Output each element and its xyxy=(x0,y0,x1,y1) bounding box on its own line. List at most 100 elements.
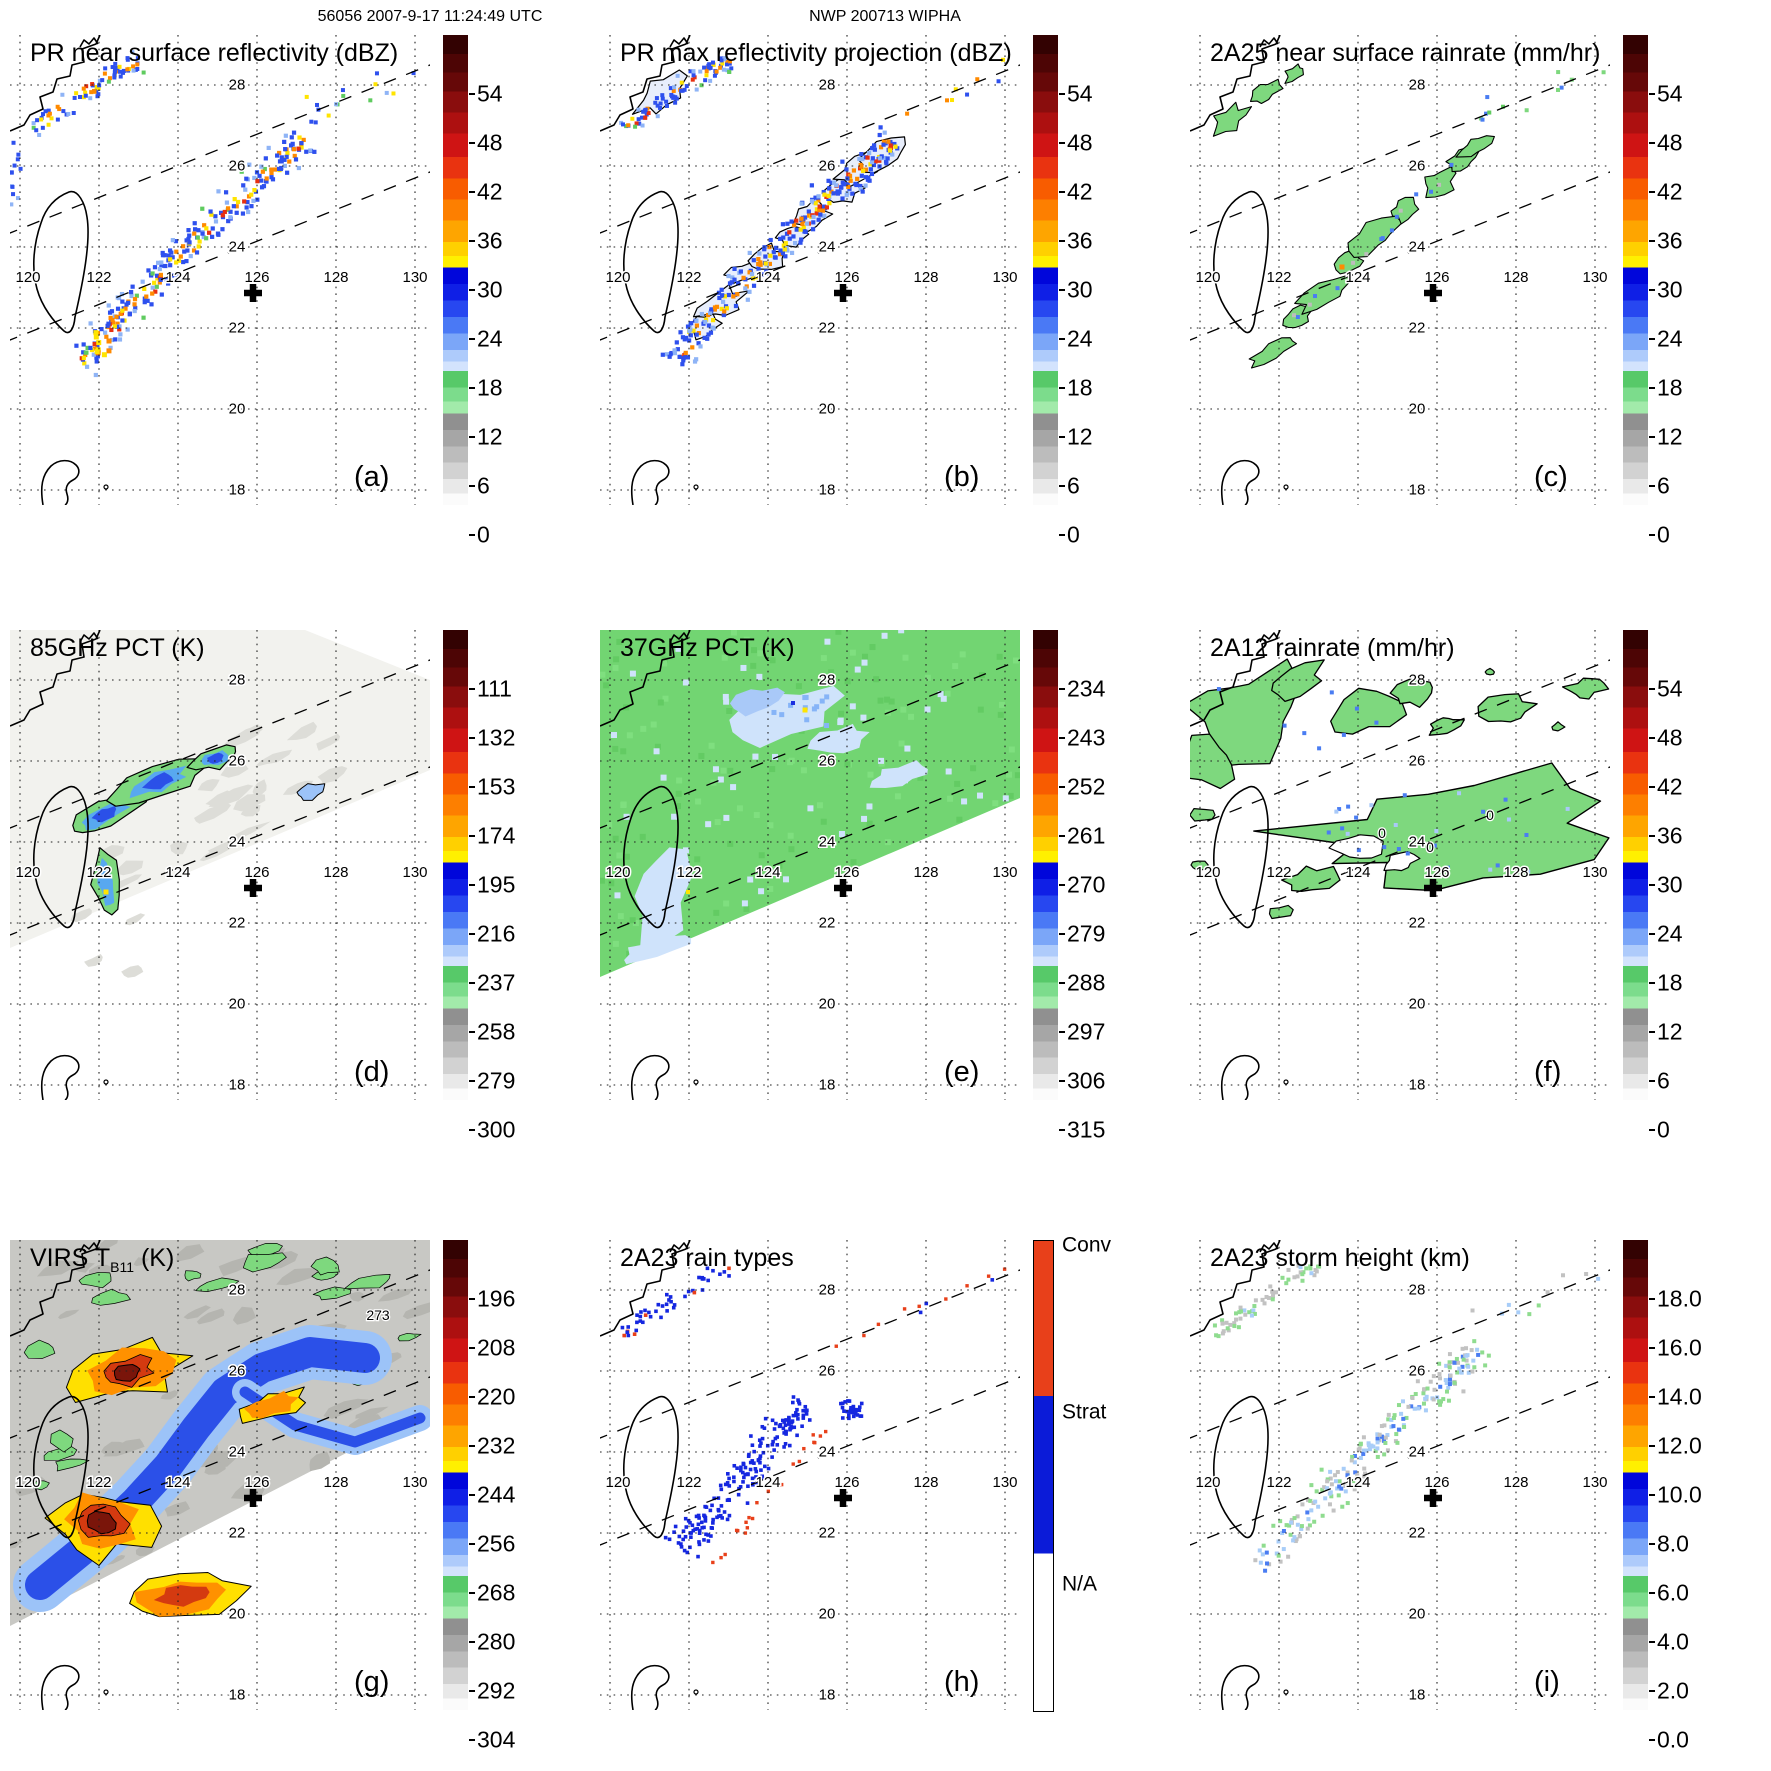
colorbar-tick-label: 18 xyxy=(1657,374,1683,401)
panel-title: 37GHz PCT (K) xyxy=(620,634,795,662)
colorbar-tick xyxy=(469,1640,475,1643)
colorbar-tick-label: 2.0 xyxy=(1657,1677,1689,1704)
panel-letter: (h) xyxy=(944,1666,980,1698)
panel-b: PR max reflectivity projection (dBZ) (b)… xyxy=(600,35,1145,550)
colorbar-tick xyxy=(469,93,475,96)
colorbar-tick-label: 54 xyxy=(477,80,503,107)
panel-letter: (e) xyxy=(944,1056,980,1088)
colorbar-tick xyxy=(1059,533,1065,536)
panel-letter: (i) xyxy=(1534,1666,1560,1698)
colorbar-tick xyxy=(469,737,475,740)
colorbar-tick-label: 6 xyxy=(1657,1067,1670,1094)
colorbar-tick xyxy=(469,1493,475,1496)
colorbar-tick-label: 244 xyxy=(477,1481,516,1508)
colorbar-tick-label: 18 xyxy=(1067,374,1093,401)
colorbar-tick-label: 196 xyxy=(477,1285,516,1312)
colorbar-tick xyxy=(1059,1128,1065,1131)
colorbar-tick-label: 12 xyxy=(1657,423,1683,450)
panel-letter: (g) xyxy=(354,1666,390,1698)
colorbar-tick xyxy=(469,688,475,691)
colorbar-tick xyxy=(1059,386,1065,389)
colorbar-tick xyxy=(469,435,475,438)
colorbar xyxy=(1623,1240,1648,1710)
map-g: 273 xyxy=(10,1240,430,1710)
colorbar-tick-label: 216 xyxy=(477,920,516,947)
colorbar-category-label: Conv xyxy=(1062,1232,1112,1256)
colorbar-tick-label: 24 xyxy=(1657,920,1683,947)
colorbar-tick xyxy=(1649,883,1655,886)
colorbar-tick-label: 132 xyxy=(477,724,516,751)
colorbar-tick-label: 18 xyxy=(477,374,503,401)
colorbar-tick-label: 30 xyxy=(1067,276,1093,303)
colorbar-tick-label: 300 xyxy=(477,1116,516,1143)
colorbar-tick-label: 12.0 xyxy=(1657,1432,1702,1459)
colorbar-tick xyxy=(469,1738,475,1741)
colorbar-tick-label: 24 xyxy=(1657,325,1683,352)
colorbar-tick xyxy=(1059,835,1065,837)
colorbar-tick xyxy=(469,337,475,340)
colorbar-tick xyxy=(1059,484,1065,487)
contour-label: 273 xyxy=(366,1307,390,1323)
map-b xyxy=(600,35,1020,505)
colorbar-tick xyxy=(469,1298,475,1301)
map-art xyxy=(10,50,416,378)
colorbar-tick xyxy=(469,484,475,487)
panel-e: 37GHz PCT (K) (e) 234 243 252 261 270 279 288 2… xyxy=(600,630,1145,1145)
colorbar-tick-label: 48 xyxy=(1657,724,1683,751)
colorbar-tick-label: 306 xyxy=(1067,1067,1106,1094)
colorbar-tick-label: 36 xyxy=(477,227,503,254)
colorbar-tick xyxy=(1649,1640,1655,1643)
colorbar-tick xyxy=(469,1542,475,1545)
colorbar-tick-label: 279 xyxy=(1067,920,1106,947)
colorbar-tick xyxy=(1649,386,1655,389)
panel-title: 2A23 storm height (km) xyxy=(1210,1244,1470,1272)
colorbar-tick xyxy=(1059,191,1065,194)
colorbar-tick-label: 18.0 xyxy=(1657,1285,1702,1312)
colorbar-tick-label: 42 xyxy=(477,178,503,205)
colorbar-tick xyxy=(469,1030,475,1033)
colorbar-tick xyxy=(469,883,475,886)
colorbar-tick-label: 0 xyxy=(477,521,490,548)
colorbar-tick-label: 208 xyxy=(477,1334,516,1361)
colorbar-tick xyxy=(469,1128,475,1131)
colorbar-tick-label: 237 xyxy=(477,969,516,996)
colorbar-tick xyxy=(1649,1079,1655,1082)
colorbar-tick xyxy=(1059,288,1065,291)
colorbar-tick-label: 6 xyxy=(1657,472,1670,499)
colorbar-tick xyxy=(1059,1079,1065,1082)
colorbar-tick xyxy=(1649,981,1655,984)
colorbar xyxy=(443,1240,468,1710)
colorbar-tick-label: 0.0 xyxy=(1657,1726,1689,1753)
colorbar-tick-label: 0 xyxy=(1657,521,1670,548)
contour-label: 0 xyxy=(1486,807,1494,823)
colorbar xyxy=(443,630,468,1100)
colorbar-tick-label: 36 xyxy=(1657,822,1683,849)
colorbar-category-label: N/A xyxy=(1062,1572,1098,1596)
colorbar xyxy=(1623,630,1648,1100)
colorbar-tick xyxy=(469,1445,475,1447)
colorbar-tick-label: 279 xyxy=(477,1067,516,1094)
colorbar-tick xyxy=(1059,981,1065,984)
colorbar-tick xyxy=(1649,435,1655,438)
colorbar-tick-label: 30 xyxy=(1657,276,1683,303)
colorbar-tick-label: 315 xyxy=(1067,1116,1106,1143)
colorbar-tick xyxy=(1649,688,1655,691)
colorbar-tick-label: 6 xyxy=(1067,472,1080,499)
colorbar-tick-label: 6 xyxy=(477,472,490,499)
colorbar-tick-label: 6.0 xyxy=(1657,1579,1689,1606)
colorbar-tick-label: 24 xyxy=(477,325,503,352)
colorbar-tick-label: 48 xyxy=(1067,129,1093,156)
colorbar-tick-label: 288 xyxy=(1067,969,1106,996)
colorbar-tick-label: 30 xyxy=(477,276,503,303)
colorbar-tick-label: 174 xyxy=(477,822,516,849)
colorbar-tick-label: 0 xyxy=(1657,1116,1670,1143)
colorbar-tick xyxy=(1649,1128,1655,1131)
map-art xyxy=(1212,1263,1601,1573)
contour-label: 0 xyxy=(1378,825,1386,841)
colorbar-tick xyxy=(1059,240,1065,242)
panel-c: 2A25 near surface rainrate (mm/hr) (c) 5… xyxy=(1190,35,1735,550)
header-orbit-time: 56056 2007-9-17 11:24:49 UTC xyxy=(317,8,543,25)
map-art xyxy=(620,1266,1007,1565)
colorbar-tick xyxy=(1649,1542,1655,1545)
colorbar-tick-label: 12 xyxy=(1067,423,1093,450)
